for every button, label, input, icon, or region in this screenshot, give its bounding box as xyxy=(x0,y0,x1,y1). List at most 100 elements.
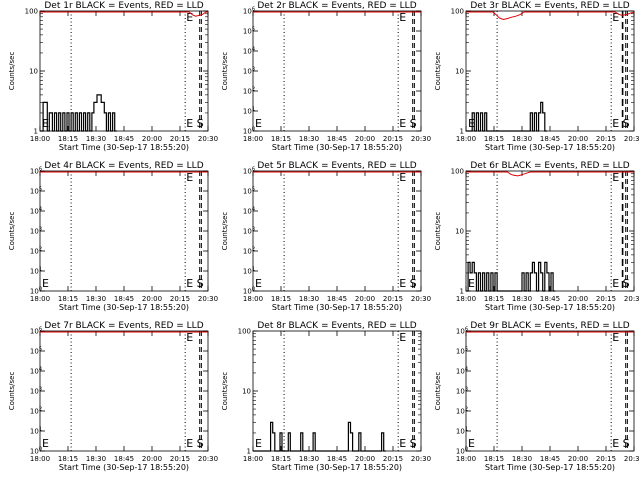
y-tick-label: 106 xyxy=(456,327,468,336)
marker-e-left: E xyxy=(255,277,262,290)
marker-e-left: E xyxy=(255,437,262,450)
x-tick-label: 18:45 xyxy=(327,455,347,463)
x-tick-label: 18:00 xyxy=(243,295,263,303)
marker-s: S xyxy=(197,117,204,130)
x-tick-label: 20:00 xyxy=(355,455,375,463)
y-tick-label: 105 xyxy=(243,27,255,36)
x-tick-label: 18:00 xyxy=(30,295,50,303)
marker-e-right: E xyxy=(399,277,406,290)
y-tick-label: 100 xyxy=(451,168,464,176)
x-tick-label: 20:00 xyxy=(568,135,588,143)
y-tick-label: 103 xyxy=(30,227,42,236)
y-tick-label: 106 xyxy=(243,167,255,176)
y-tick-label: 10 xyxy=(29,68,38,76)
y-tick-label: 100 xyxy=(238,328,251,336)
plot-frame xyxy=(252,10,422,132)
x-tick-label: 18:30 xyxy=(512,455,532,463)
detector-panel-6: Det 6r BLACK = Events, RED = LLD 1 10 100 18… xyxy=(434,161,640,312)
marker-s: S xyxy=(410,277,417,290)
x-tick-label: 20:15 xyxy=(383,135,403,143)
detector-panel-7: Det 7r BLACK = Events, RED = LLD 100 101 10… xyxy=(8,321,218,472)
y-tick-label: 10 xyxy=(242,388,251,396)
marker-e-top: E xyxy=(399,171,406,184)
marker-s: S xyxy=(197,437,204,450)
y-tick-label: 103 xyxy=(243,227,255,236)
events-series-line xyxy=(466,261,556,292)
events-series-line xyxy=(253,421,386,452)
detector-panel-8: Det 8r BLACK = Events, RED = LLD 1 10 100 18… xyxy=(221,321,431,472)
x-tick-label: 18:00 xyxy=(456,135,476,143)
y-tick-label: 104 xyxy=(243,47,255,56)
marker-e-right: E xyxy=(399,117,406,130)
x-tick-label: 20:00 xyxy=(142,295,162,303)
y-tick-label: 105 xyxy=(30,347,42,356)
x-tick-label: 18:30 xyxy=(86,135,106,143)
plot-frame xyxy=(465,10,635,132)
y-tick-label: 100 xyxy=(243,127,255,136)
x-tick-label: 18:00 xyxy=(456,295,476,303)
x-tick-label: 18:15 xyxy=(58,455,78,463)
x-axis-label: Start Time (30-Sep-17 18:55:20) xyxy=(59,303,189,312)
x-tick-label: 18:00 xyxy=(30,135,50,143)
y-tick-label: 102 xyxy=(243,87,255,96)
marker-e-top: E xyxy=(399,331,406,344)
marker-e-top: E xyxy=(186,331,193,344)
x-tick-label: 18:30 xyxy=(512,135,532,143)
y-tick-label: 100 xyxy=(456,447,468,456)
plot-frame xyxy=(252,330,422,452)
marker-e-left: E xyxy=(255,117,262,130)
detector-panel-5: Det 5r BLACK = Events, RED = LLD 100 101 10… xyxy=(221,161,431,312)
marker-e-left: E xyxy=(42,117,49,130)
x-tick-label: 18:30 xyxy=(512,295,532,303)
x-tick-label: 20:00 xyxy=(142,455,162,463)
panel-title: Det 3r BLACK = Events, RED = LLD xyxy=(470,1,629,11)
x-tick-label: 18:30 xyxy=(299,455,319,463)
marker-e-top: E xyxy=(612,171,619,184)
y-tick-label: 104 xyxy=(30,207,42,216)
x-tick-label: 18:15 xyxy=(58,295,78,303)
y-tick-label: 104 xyxy=(243,207,255,216)
marker-s: S xyxy=(623,437,630,450)
x-axis-label: Start Time (30-Sep-17 18:55:20) xyxy=(485,463,615,472)
x-tick-label: 20:00 xyxy=(142,135,162,143)
x-tick-label: 18:30 xyxy=(86,295,106,303)
x-axis-label: Start Time (30-Sep-17 18:55:20) xyxy=(485,303,615,312)
y-tick-label: 1 xyxy=(460,128,464,136)
events-series-line xyxy=(466,101,547,132)
x-tick-label: 20:30 xyxy=(411,135,431,143)
detector-panel-1: Det 1r BLACK = Events, RED = LLD 1 10 100 18… xyxy=(8,1,218,152)
panel-title: Det 6r BLACK = Events, RED = LLD xyxy=(470,161,629,171)
y-tick-label: 104 xyxy=(456,367,468,376)
x-axis-label: Start Time (30-Sep-17 18:55:20) xyxy=(59,463,189,472)
x-tick-label: 18:00 xyxy=(456,455,476,463)
x-axis-label: Start Time (30-Sep-17 18:55:20) xyxy=(272,463,402,472)
y-tick-label: 105 xyxy=(30,187,42,196)
lld-series-line xyxy=(40,11,208,17)
y-tick-label: 105 xyxy=(456,347,468,356)
y-tick-label: 101 xyxy=(243,267,255,276)
x-tick-label: 18:30 xyxy=(299,135,319,143)
x-axis-label: Start Time (30-Sep-17 18:55:20) xyxy=(272,143,402,152)
marker-s: S xyxy=(410,437,417,450)
marker-e-top: E xyxy=(612,331,619,344)
x-tick-label: 20:30 xyxy=(624,455,640,463)
x-tick-label: 20:30 xyxy=(198,295,218,303)
y-tick-label: 100 xyxy=(451,8,464,16)
x-tick-label: 20:00 xyxy=(568,455,588,463)
x-tick-label: 20:00 xyxy=(568,295,588,303)
x-tick-label: 20:15 xyxy=(170,135,190,143)
x-tick-label: 20:15 xyxy=(383,295,403,303)
marker-e-right: E xyxy=(186,437,193,450)
x-tick-label: 18:15 xyxy=(484,295,504,303)
x-tick-label: 20:30 xyxy=(198,135,218,143)
y-tick-label: 105 xyxy=(243,187,255,196)
x-tick-label: 18:45 xyxy=(327,295,347,303)
panel-title: Det 2r BLACK = Events, RED = LLD xyxy=(257,1,416,11)
x-tick-label: 20:30 xyxy=(411,295,431,303)
panel-title: Det 4r BLACK = Events, RED = LLD xyxy=(44,161,203,171)
x-axis-label: Start Time (30-Sep-17 18:55:20) xyxy=(485,143,615,152)
x-tick-label: 18:45 xyxy=(540,295,560,303)
x-tick-label: 18:15 xyxy=(484,455,504,463)
y-tick-label: 102 xyxy=(30,407,42,416)
